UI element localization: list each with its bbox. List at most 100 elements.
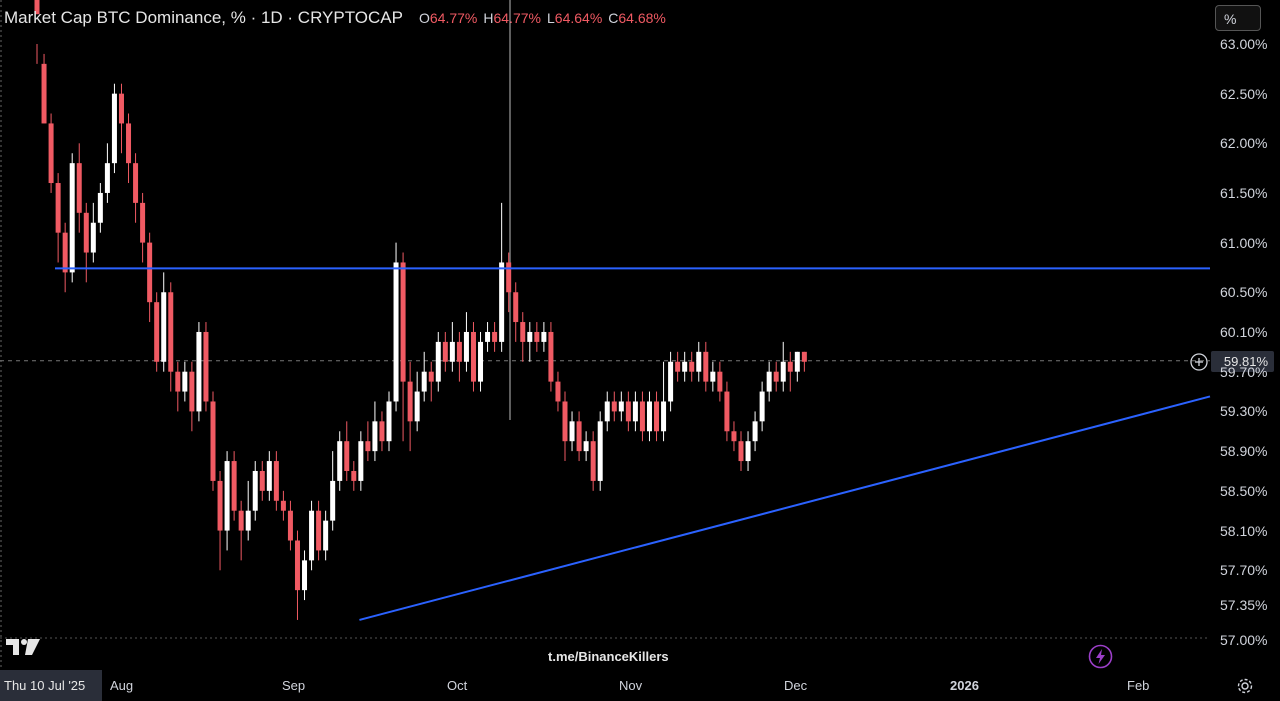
y-tick-label: 57.00% <box>1220 631 1268 648</box>
candle-body <box>259 470 265 491</box>
candle-body <box>62 232 68 273</box>
candle-body <box>224 461 230 531</box>
candle-body <box>147 242 153 303</box>
candle-body <box>330 480 336 521</box>
candle-body <box>302 560 308 591</box>
candle-body <box>210 401 216 481</box>
candle-body <box>238 510 244 531</box>
candle-body <box>161 292 167 362</box>
current-price-label: 59.81% <box>1211 351 1274 372</box>
candle-body <box>752 421 758 442</box>
candle-body <box>710 371 716 382</box>
candle-body <box>323 520 329 551</box>
candle-body <box>252 470 258 511</box>
candle-body <box>801 351 807 362</box>
candle-body <box>590 441 596 481</box>
candle-body <box>90 222 96 253</box>
candle-body <box>34 0 40 15</box>
add-plus-icon[interactable] <box>1188 351 1210 373</box>
candle-body <box>104 163 110 193</box>
candle-body <box>689 361 695 372</box>
x-tick-label: Sep <box>282 678 306 693</box>
open-key: O <box>419 10 430 26</box>
open-value: 64.77% <box>429 10 478 26</box>
y-tick-label: 61.50% <box>1220 184 1268 201</box>
chart-grid <box>0 0 1210 668</box>
candle-body <box>534 331 540 342</box>
candle-body <box>435 341 441 382</box>
candle-body <box>273 461 279 501</box>
y-tick-label: 58.10% <box>1220 522 1268 539</box>
candle-body <box>337 441 343 481</box>
y-tick-label: 60.50% <box>1220 284 1268 301</box>
crosshair-date-label: Thu 10 Jul '25 <box>0 670 102 701</box>
y-tick-label: 60.10% <box>1220 323 1268 340</box>
candle-body <box>294 540 300 591</box>
tradingview-logo-icon[interactable] <box>6 636 42 656</box>
candle-body <box>118 93 124 124</box>
candle-body <box>738 441 744 462</box>
candle-body <box>344 441 350 471</box>
x-tick-label: 2026 <box>950 678 979 693</box>
candle-body <box>675 361 681 372</box>
candle-body <box>661 401 667 432</box>
candle-body <box>625 401 631 422</box>
candle-body <box>76 163 82 213</box>
candle-body <box>287 510 293 541</box>
candle-body <box>632 401 638 422</box>
candle-body <box>724 391 730 432</box>
candle-body <box>766 371 772 392</box>
candle-body <box>358 441 364 481</box>
y-tick-label: 61.00% <box>1220 234 1268 251</box>
y-tick-label: 63.00% <box>1220 36 1268 52</box>
y-tick-label: 62.00% <box>1220 135 1268 152</box>
candle-body <box>548 331 554 382</box>
candle-body <box>55 183 61 233</box>
candle-body <box>175 371 181 392</box>
candle-body <box>780 361 786 382</box>
percent-scale-button[interactable]: % <box>1215 5 1261 31</box>
candle-body <box>520 322 526 342</box>
lightning-icon[interactable] <box>1088 644 1113 669</box>
x-tick-label: Oct <box>447 678 468 693</box>
high-key: H <box>483 10 494 26</box>
low-key: L <box>546 10 555 26</box>
candle-body <box>196 331 202 412</box>
y-tick-label: 62.50% <box>1220 85 1268 102</box>
candle-body <box>668 361 674 402</box>
x-tick-label: Nov <box>619 678 643 693</box>
candle-body <box>245 510 251 531</box>
candle-body <box>309 510 315 561</box>
x-tick-label: Dec <box>784 678 808 693</box>
candle-body <box>576 421 582 452</box>
settings-gear-icon[interactable] <box>1236 677 1254 695</box>
candle-body <box>569 421 575 442</box>
candle-body <box>428 371 434 382</box>
candle-body <box>407 381 413 422</box>
candle-body <box>773 371 779 382</box>
candle-body <box>527 331 533 342</box>
candle-body <box>696 351 702 372</box>
candle-body <box>555 381 561 402</box>
candle-body <box>639 401 645 432</box>
candle-body <box>351 470 357 481</box>
candle-body <box>646 401 652 432</box>
candle-body <box>506 262 512 293</box>
watermark-text: t.me/BinanceKillers <box>548 649 669 664</box>
candle-body <box>654 401 660 432</box>
candle-body <box>421 371 427 392</box>
candle-body <box>731 431 737 442</box>
candle-body <box>794 351 800 372</box>
symbol-title[interactable]: Market Cap BTC Dominance, % · 1D · CRYPT… <box>4 8 403 27</box>
candle-body <box>189 371 195 412</box>
candle-body <box>386 401 392 442</box>
candle-body <box>442 341 448 362</box>
x-tick-label: Aug <box>110 678 134 693</box>
candle-body <box>499 262 505 342</box>
candle-body <box>372 421 378 452</box>
close-value: 64.68% <box>618 10 666 26</box>
candle-body <box>456 341 462 362</box>
candle-body <box>597 421 603 481</box>
candle-body <box>541 331 547 342</box>
